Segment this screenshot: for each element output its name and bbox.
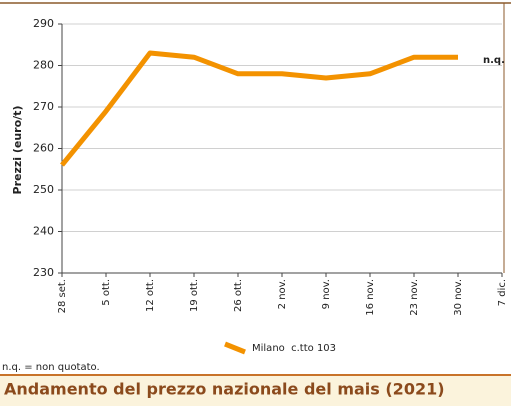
y-tick-label: 230 <box>33 266 54 279</box>
y-axis-label: Prezzi (euro/t) <box>11 106 24 195</box>
x-tick-label: 5 ott. <box>101 279 112 306</box>
y-tick-label: 240 <box>33 225 54 238</box>
y-tick-label: 250 <box>33 183 54 196</box>
legend-label: Milano c.tto 103 <box>252 343 336 354</box>
legend-swatch <box>224 341 246 355</box>
annotation: n.q. <box>483 55 505 66</box>
x-tick-label: 26 ott. <box>233 279 244 312</box>
y-tick-label: 290 <box>33 17 54 30</box>
x-tick-label: 19 ott. <box>189 279 200 312</box>
y-tick-label: 270 <box>33 100 54 113</box>
chart-title: Andamento del prezzo nazionale del mais … <box>4 380 445 399</box>
x-tick-label: 30 nov. <box>453 279 464 316</box>
x-tick-label: 16 nov. <box>365 279 376 316</box>
x-tick-label: 9 nov. <box>321 279 332 309</box>
x-tick-label: 2 nov. <box>277 279 288 309</box>
y-tick-label: 260 <box>33 142 54 155</box>
x-tick-label: 23 nov. <box>409 279 420 316</box>
x-tick-label: 12 ott. <box>145 279 156 312</box>
line <box>60 50 458 167</box>
title-band <box>0 375 511 406</box>
y-tick-label: 280 <box>33 59 54 72</box>
footnote: n.q. = non quotato. <box>2 362 100 373</box>
x-tick-label: 28 set. <box>57 279 68 313</box>
x-tick-label: 7 dic. <box>497 279 508 306</box>
